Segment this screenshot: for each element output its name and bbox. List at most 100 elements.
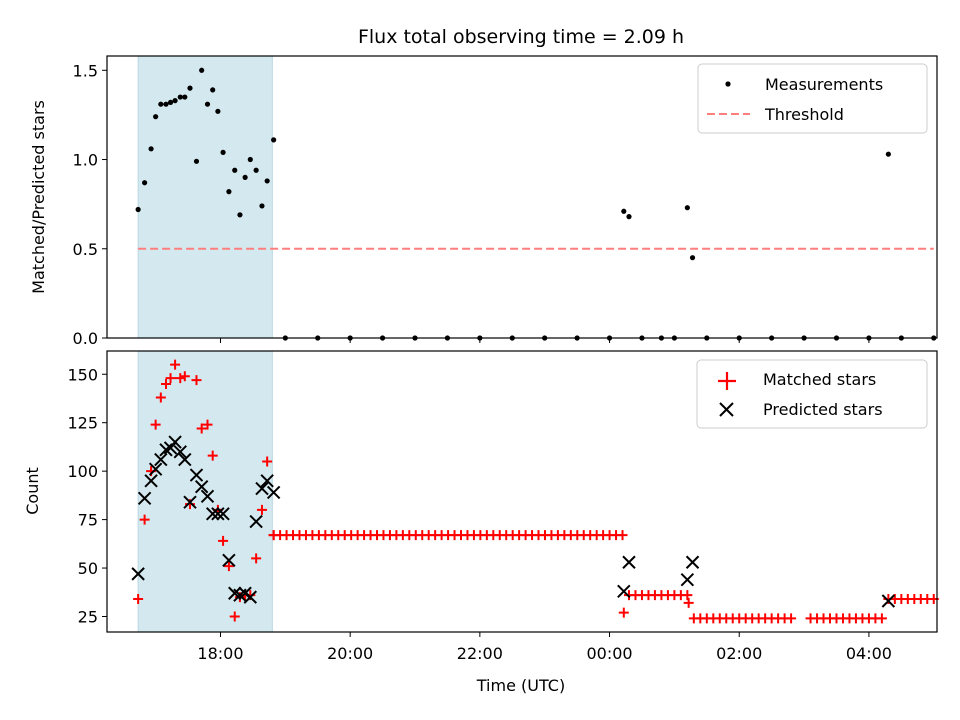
measurement-point	[210, 87, 216, 93]
measurement-point	[182, 94, 188, 100]
measurement-point	[626, 214, 632, 220]
measurement-point	[172, 98, 178, 104]
measurement-point	[199, 67, 205, 73]
matched-stars-point	[150, 419, 161, 430]
ratio-panel: 0.0 0.5 1.0 1.5 Matched/Predicted stars Mea…	[29, 55, 938, 348]
predicted-stars-point	[685, 555, 700, 569]
predicted-stars-point	[131, 567, 145, 581]
predicted-stars-legend-marker	[719, 402, 734, 417]
measurement-point	[253, 167, 259, 173]
predicted-stars-point	[144, 474, 158, 488]
predicted-stars-point	[168, 435, 182, 449]
chart-title: Flux total observing time = 2.09 h	[358, 26, 684, 48]
ratio-y-axis: 0.0 0.5 1.0 1.5	[73, 61, 107, 348]
y-tick-label: 25	[78, 607, 98, 626]
measurement-point	[621, 208, 627, 214]
measurement-point	[158, 101, 164, 107]
predicted-stars-point	[249, 514, 263, 529]
predicted-stars-point	[881, 594, 896, 608]
predicted-stars-point	[137, 491, 152, 505]
count-y-axis-label: Count	[23, 467, 42, 515]
matched-stars-legend-label: Matched stars	[763, 370, 876, 389]
matched-stars-point	[683, 597, 694, 608]
predicted-stars-point	[148, 462, 163, 476]
count-x-axis: 18:00 20:00 22:00 00:00 02:00 04:00	[197, 632, 892, 663]
matched-stars-point	[876, 613, 887, 624]
matched-stars-point	[256, 504, 267, 515]
x-tick-label: 04:00	[846, 644, 892, 663]
predicted-stars-point	[680, 572, 695, 587]
measurement-point	[148, 146, 154, 152]
measurement-point	[242, 174, 248, 180]
predicted-stars-point	[222, 553, 236, 568]
ratio-plot-frame	[106, 55, 938, 339]
x-tick-label: 20:00	[327, 644, 373, 663]
measurement-point	[135, 206, 141, 213]
predicted-stars-point	[266, 485, 281, 500]
measurement-point	[259, 203, 265, 209]
predicted-stars-point	[178, 452, 192, 467]
measurement-point	[193, 158, 200, 164]
predicted-stars-point	[216, 507, 230, 521]
measurement-point	[237, 212, 243, 218]
measurement-point	[177, 94, 183, 100]
y-tick-label: 100	[67, 462, 98, 481]
x-tick-label: 00:00	[586, 644, 632, 663]
measurements-legend-marker	[725, 81, 731, 87]
matched-stars-point	[618, 607, 629, 618]
measurement-point	[271, 137, 277, 143]
predicted-stars-point	[622, 555, 636, 569]
measurement-point	[215, 108, 221, 114]
measurement-point	[232, 167, 238, 173]
ratio-legend: Measurements Threshold	[697, 63, 928, 134]
matched-stars-point	[175, 373, 186, 384]
count-x-axis-label: Time (UTC)	[476, 676, 565, 695]
measurement-point	[885, 151, 891, 157]
matched-stars-point	[161, 378, 172, 389]
measurement-point	[689, 255, 696, 261]
predicted-stars-point	[617, 584, 631, 599]
count-marks	[131, 359, 939, 624]
matched-stars-point	[682, 590, 693, 601]
threshold-legend-label: Threshold	[764, 105, 844, 124]
measurement-point	[220, 149, 226, 155]
predicted-stars-point	[154, 452, 168, 467]
matched-stars-point	[202, 419, 213, 430]
count-legend-box	[696, 359, 928, 429]
predicted-stars-point	[183, 495, 197, 509]
matched-stars-point	[165, 373, 176, 384]
predicted-stars-legend-label: Predicted stars	[763, 400, 883, 419]
matched-stars-point	[229, 611, 240, 622]
matched-stars-point	[155, 392, 166, 403]
predicted-stars-point	[243, 590, 258, 604]
matched-stars-point	[262, 456, 273, 467]
matched-stars-point	[786, 613, 797, 624]
measurement-point	[167, 99, 174, 106]
x-tick-label: 22:00	[457, 644, 503, 663]
matched-stars-point	[196, 423, 207, 434]
x-tick-label: 18:00	[197, 644, 243, 663]
x-tick-label: 02:00	[716, 644, 762, 663]
measurement-point	[153, 114, 159, 120]
ratio-y-axis-label: Matched/Predicted stars	[29, 100, 48, 294]
measurement-point	[187, 85, 193, 91]
ratio-x-ticks	[219, 338, 870, 343]
predicted-stars-point	[173, 445, 187, 459]
count-panel: 25 50 75 100 125 150 18:00 20:00 22:00 00:00 02:0…	[23, 350, 939, 695]
measurement-point	[264, 178, 270, 184]
y-tick-label: 0.5	[73, 240, 98, 259]
measurement-point	[142, 180, 148, 186]
predicted-stars-point	[194, 479, 209, 494]
matched-stars-point	[170, 359, 181, 370]
predicted-stars-point	[255, 481, 269, 496]
measurement-point	[163, 101, 169, 107]
measurement-point	[226, 189, 232, 195]
count-y-axis: 25 50 75 100 125 150	[67, 365, 107, 626]
y-tick-label: 0.0	[73, 329, 98, 348]
observing-window-span-top	[137, 55, 273, 339]
count-legend: Matched stars Predicted stars	[696, 359, 928, 429]
matched-stars-point	[139, 514, 150, 525]
matched-stars-point	[218, 535, 229, 546]
y-tick-label: 50	[78, 559, 98, 578]
